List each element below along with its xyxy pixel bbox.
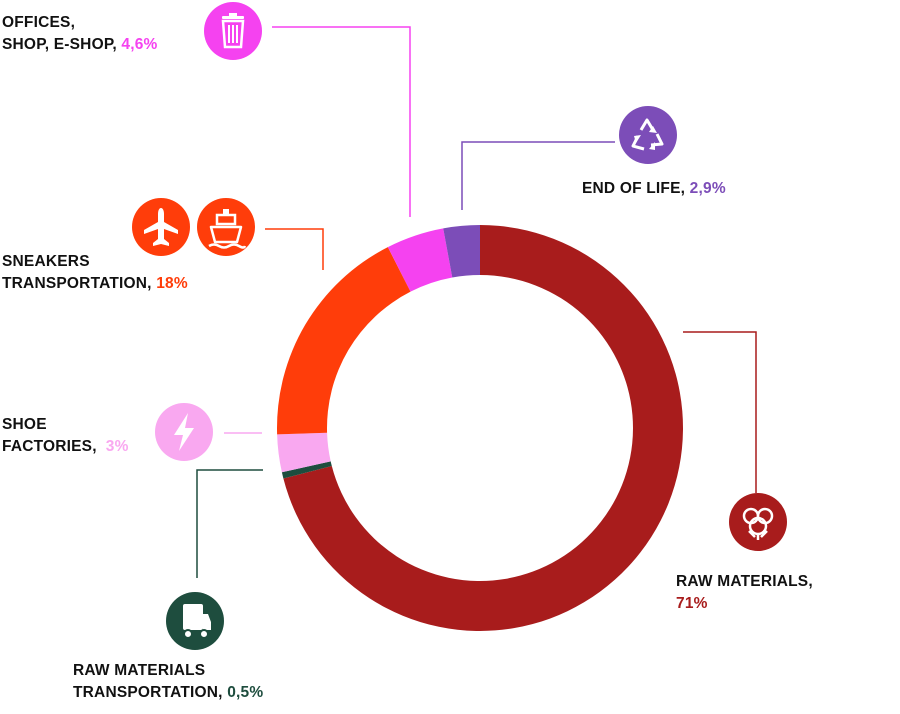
label-end-of-life: END OF LIFE, 2,9% (582, 180, 726, 197)
label-raw-materials: RAW MATERIALS, 71% (676, 573, 813, 612)
label-offices: OFFICES, SHOP, E-SHOP, 4,6% (2, 14, 158, 53)
leader-sneakers (265, 228, 324, 270)
slice-sneakers-transportation (276, 247, 411, 435)
recycle-icon (619, 106, 677, 164)
slice-end-of-life (443, 225, 480, 278)
leader-offices (272, 26, 411, 217)
leader-end-of-life (461, 141, 615, 210)
cotton-icon (729, 493, 787, 551)
slice-raw-materials-transportation (281, 461, 332, 479)
label-raw-materials-transportation: RAW MATERIALS TRANSPORTATION, 0,5% (73, 662, 264, 701)
leader-raw-materials (683, 331, 757, 493)
truck-icon (166, 592, 224, 650)
slice-offices-shop-e-shop (387, 228, 453, 292)
leader-raw-transport (196, 469, 263, 578)
trash-bin-icon (204, 2, 262, 60)
donut-slices (276, 225, 683, 631)
label-sneakers-transportation: SNEAKERS TRANSPORTATION, 18% (2, 253, 188, 292)
label-shoe-factories: SHOE FACTORIES, 3% (2, 416, 129, 455)
airplane-icon (132, 198, 190, 256)
lightning-icon (155, 403, 213, 461)
slice-shoe-factories (277, 432, 331, 473)
ship-icon (197, 198, 255, 256)
leader-lines (196, 26, 757, 578)
